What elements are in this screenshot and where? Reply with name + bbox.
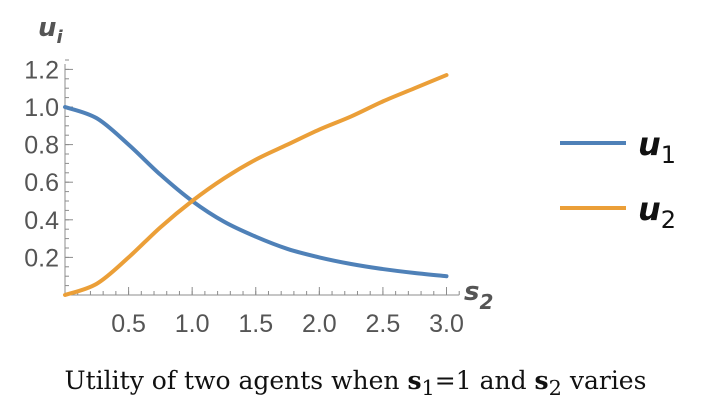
y-tick-label: 0.8 (24, 132, 59, 160)
legend-label-sub: 1 (661, 141, 676, 169)
axes: 0.5 1.0 1.5 2.0 2.5 3.0 0.2 0.4 0.6 0.8 1.0 1.2 (24, 56, 464, 338)
x-tick-label: 3.0 (429, 310, 464, 338)
x-axis-label-sub: 2 (479, 290, 493, 314)
legend-label-main: u (638, 190, 661, 228)
y-tick-label: 0.6 (24, 169, 59, 197)
y-tick-label: 0.4 (24, 207, 59, 235)
legend-label-main: u (638, 125, 661, 163)
legend-label-u1: u1 (638, 125, 676, 169)
series-layer (63, 73, 449, 297)
caption-mid: =1 and (434, 366, 535, 395)
legend-label-sub: 2 (661, 206, 676, 234)
x-tick-label: 2.0 (302, 310, 337, 338)
caption-suffix: varies (561, 366, 647, 395)
y-tick-label: 1.2 (24, 56, 59, 84)
legend-label-u2: u2 (638, 190, 676, 234)
caption-var2: s (534, 366, 549, 395)
series-line-u1 (63, 105, 449, 279)
caption-var1: s (407, 366, 422, 395)
x-axis-label-main: s (464, 277, 479, 307)
y-axis-label: ui (38, 13, 64, 48)
caption-var1-sub: 1 (421, 376, 435, 400)
chart: 0.5 1.0 1.5 2.0 2.5 3.00.20.40.60.81.01.2 uis… (24, 13, 676, 338)
caption-prefix: Utility of two agents when (64, 366, 408, 395)
axis-labels: ui s2 (38, 13, 493, 314)
y-axis-label-main: u (38, 13, 57, 43)
caption-var2-sub: 2 (548, 376, 562, 400)
y-tick-label: 0.2 (24, 244, 59, 272)
series-line-u2 (63, 73, 449, 297)
x-tick-label: 0.5 (111, 310, 146, 338)
x-tick-label: 1.5 (238, 310, 273, 338)
x-tick-label: 2.5 (366, 310, 401, 338)
x-tick-label: 1.0 (175, 310, 210, 338)
y-axis-label-sub: i (57, 27, 64, 48)
y-tick-label: 1.0 (24, 94, 59, 122)
figure-caption: Utility of two agents when s1=1 and s2 v… (0, 366, 711, 400)
x-axis-label: s2 (464, 277, 493, 314)
